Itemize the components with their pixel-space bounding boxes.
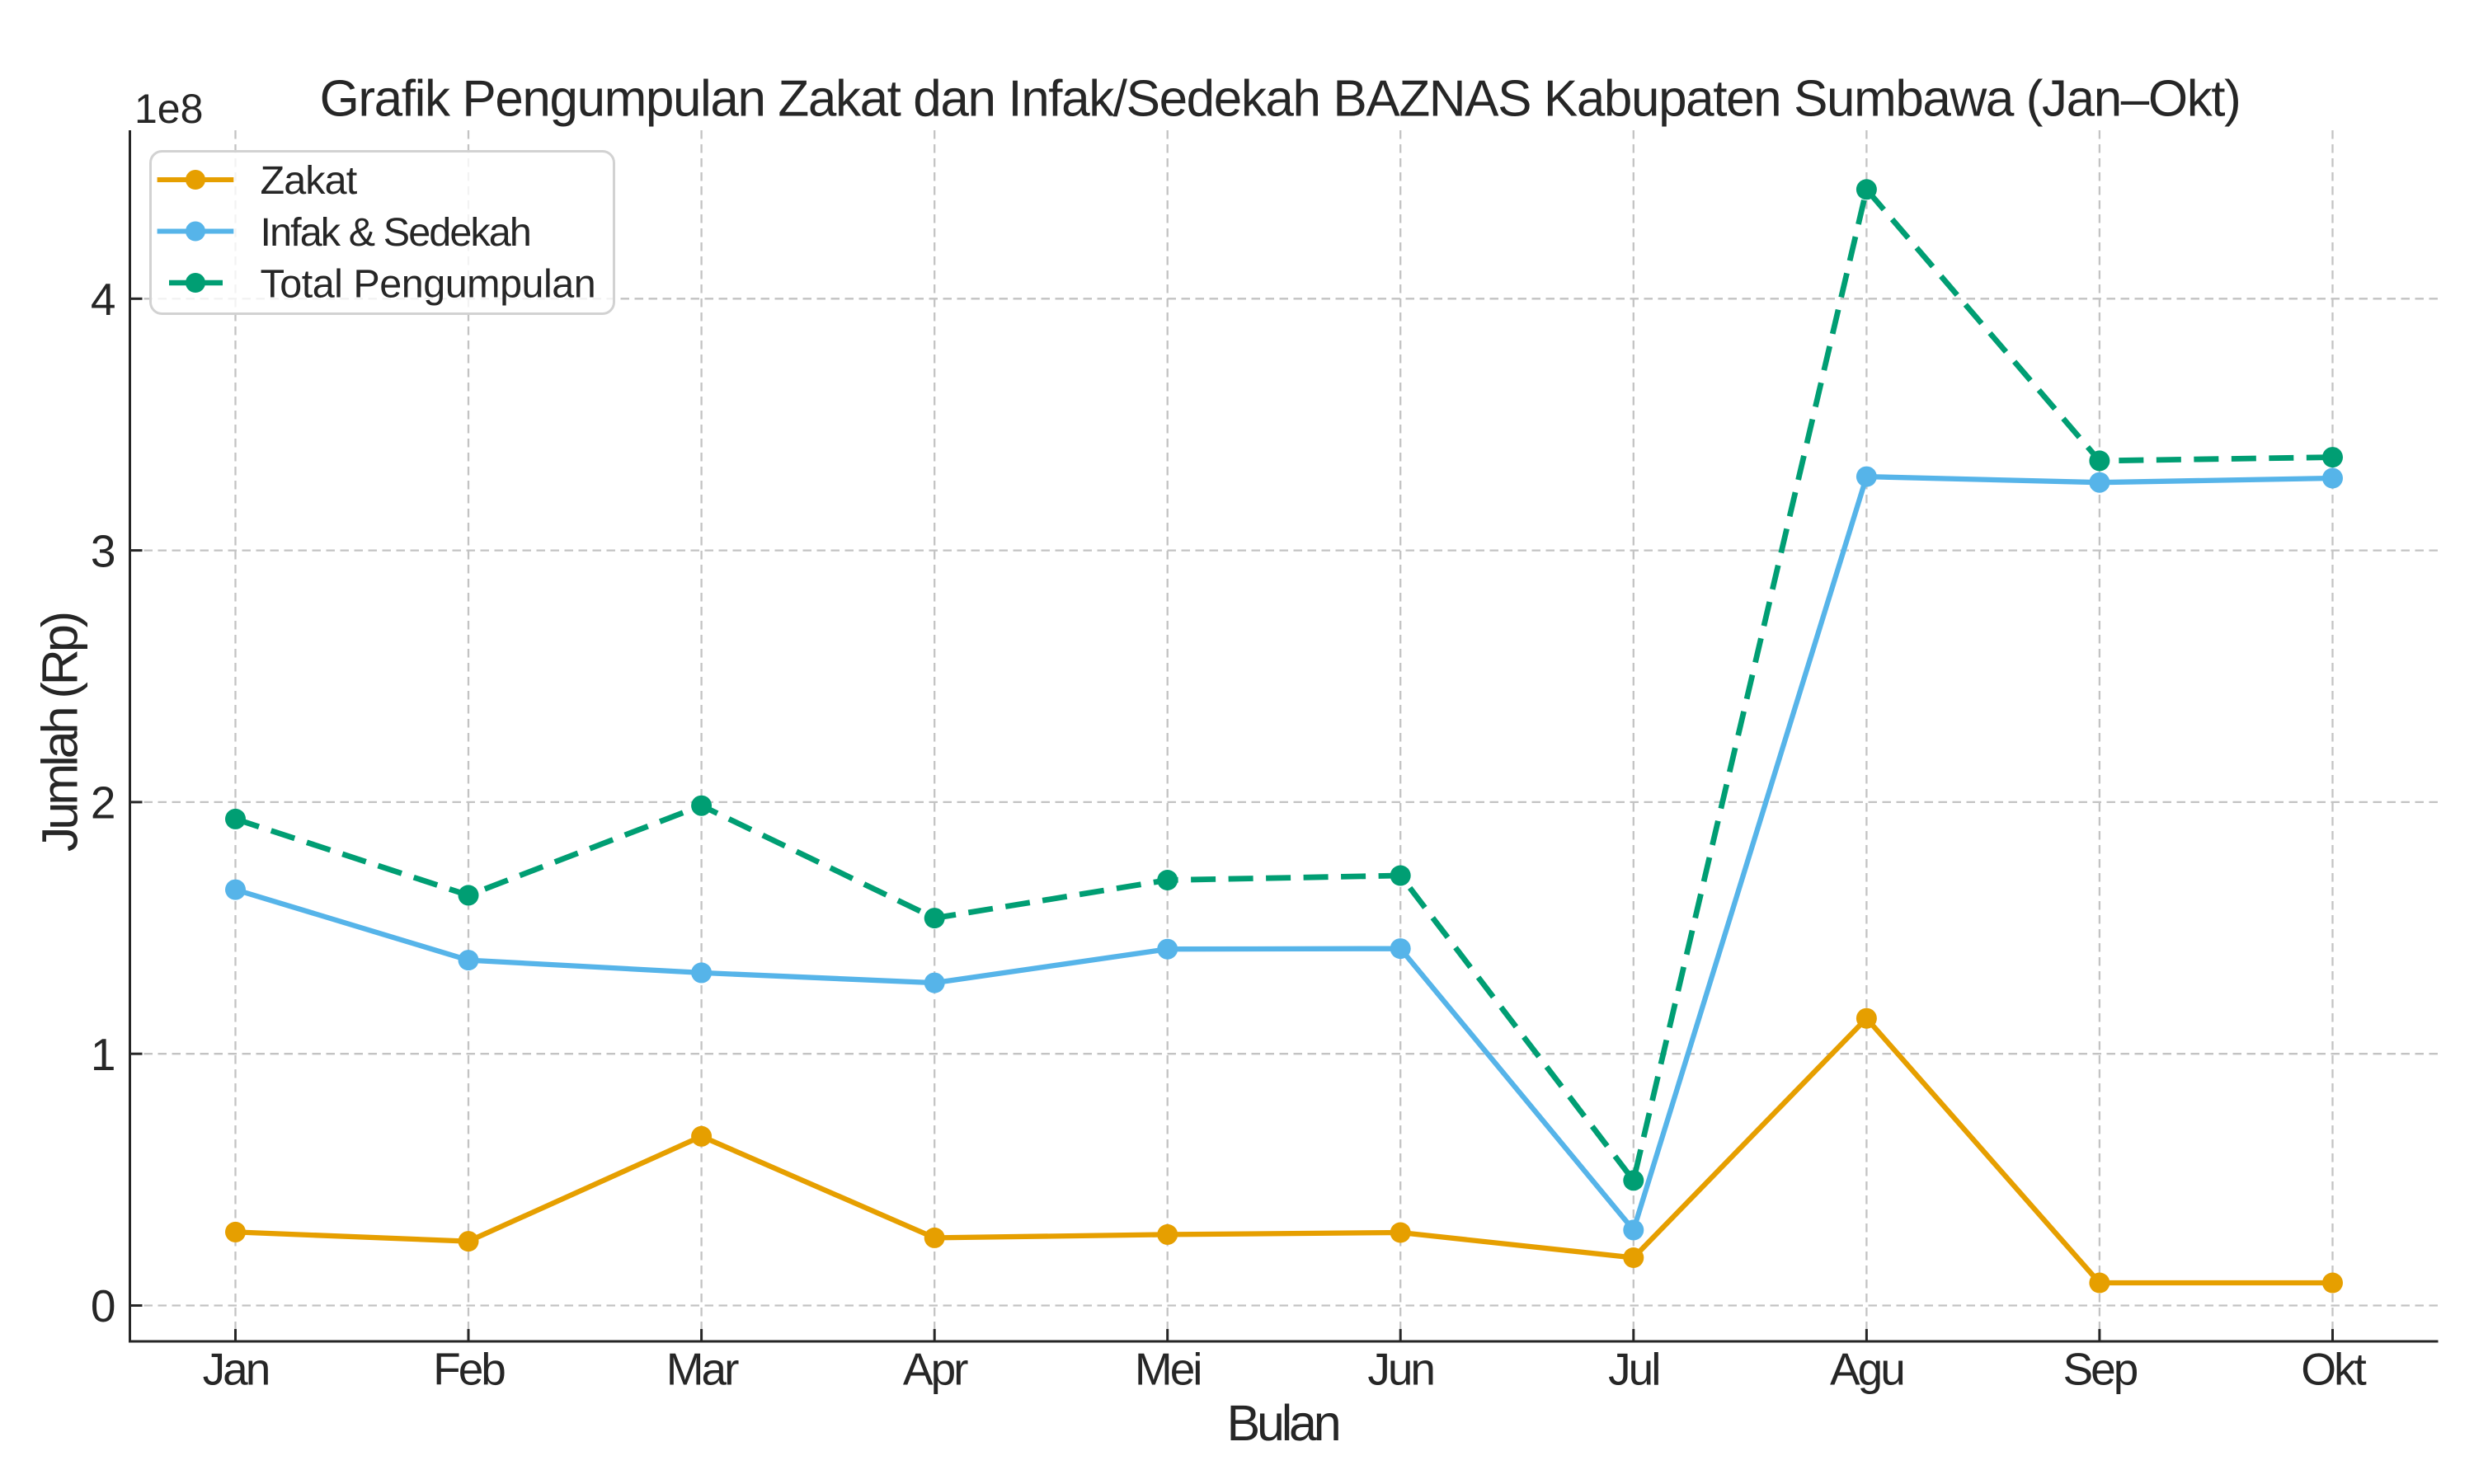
svg-text:Sep: Sep	[2062, 1344, 2137, 1395]
svg-text:Okt: Okt	[2301, 1344, 2366, 1395]
svg-text:Jun: Jun	[1367, 1344, 1433, 1395]
svg-text:1e8: 1e8	[134, 86, 203, 132]
svg-text:Zakat: Zakat	[261, 158, 358, 203]
svg-text:Jumlah (Rp): Jumlah (Rp)	[32, 613, 88, 852]
svg-text:Mar: Mar	[666, 1344, 739, 1395]
svg-text:Jul: Jul	[1608, 1344, 1658, 1395]
svg-text:Total Pengumpulan: Total Pengumpulan	[261, 262, 596, 307]
svg-text:1: 1	[91, 1029, 116, 1080]
svg-text:Feb: Feb	[433, 1344, 505, 1395]
svg-text:Jan: Jan	[203, 1344, 269, 1395]
svg-text:2: 2	[91, 777, 116, 829]
svg-text:3: 3	[91, 525, 116, 576]
svg-text:Agu: Agu	[1830, 1344, 1903, 1395]
svg-text:Apr: Apr	[903, 1344, 968, 1395]
svg-text:Bulan: Bulan	[1226, 1395, 1338, 1451]
svg-text:0: 0	[91, 1280, 116, 1331]
svg-text:4: 4	[91, 274, 116, 325]
svg-text:Infak & Sedekah: Infak & Sedekah	[261, 210, 530, 255]
svg-text:Grafik Pengumpulan Zakat dan I: Grafik Pengumpulan Zakat dan Infak/Sedek…	[320, 71, 2241, 128]
svg-text:Mei: Mei	[1135, 1344, 1201, 1395]
